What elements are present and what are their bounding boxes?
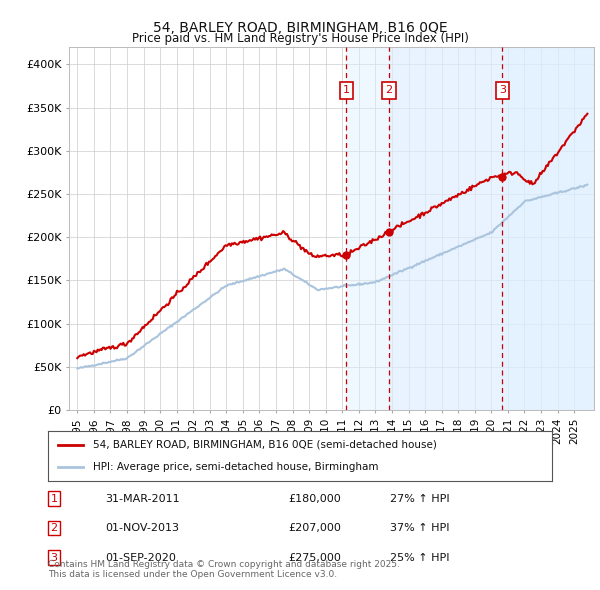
- Bar: [502, 47, 594, 410]
- Text: 3: 3: [499, 86, 506, 96]
- Text: 25% ↑ HPI: 25% ↑ HPI: [390, 553, 449, 562]
- Text: £207,000: £207,000: [288, 523, 341, 533]
- Text: HPI: Average price, semi-detached house, Birmingham: HPI: Average price, semi-detached house,…: [94, 462, 379, 472]
- Text: 31-MAR-2011: 31-MAR-2011: [105, 494, 179, 503]
- Text: 2: 2: [386, 86, 392, 96]
- Text: 54, BARLEY ROAD, BIRMINGHAM, B16 0QE (semi-detached house): 54, BARLEY ROAD, BIRMINGHAM, B16 0QE (se…: [94, 440, 437, 450]
- Text: 37% ↑ HPI: 37% ↑ HPI: [390, 523, 449, 533]
- Bar: [389, 47, 594, 410]
- Text: Contains HM Land Registry data © Crown copyright and database right 2025.
This d: Contains HM Land Registry data © Crown c…: [48, 560, 400, 579]
- Bar: [346, 47, 594, 410]
- Text: 2: 2: [50, 523, 58, 533]
- Text: 27% ↑ HPI: 27% ↑ HPI: [390, 494, 449, 503]
- Text: 1: 1: [50, 494, 58, 503]
- Text: 01-SEP-2020: 01-SEP-2020: [105, 553, 176, 562]
- Text: 54, BARLEY ROAD, BIRMINGHAM, B16 0QE: 54, BARLEY ROAD, BIRMINGHAM, B16 0QE: [152, 21, 448, 35]
- Text: Price paid vs. HM Land Registry's House Price Index (HPI): Price paid vs. HM Land Registry's House …: [131, 32, 469, 45]
- Text: £180,000: £180,000: [288, 494, 341, 503]
- Text: 01-NOV-2013: 01-NOV-2013: [105, 523, 179, 533]
- Text: £275,000: £275,000: [288, 553, 341, 562]
- Text: 3: 3: [50, 553, 58, 562]
- Text: 1: 1: [343, 86, 350, 96]
